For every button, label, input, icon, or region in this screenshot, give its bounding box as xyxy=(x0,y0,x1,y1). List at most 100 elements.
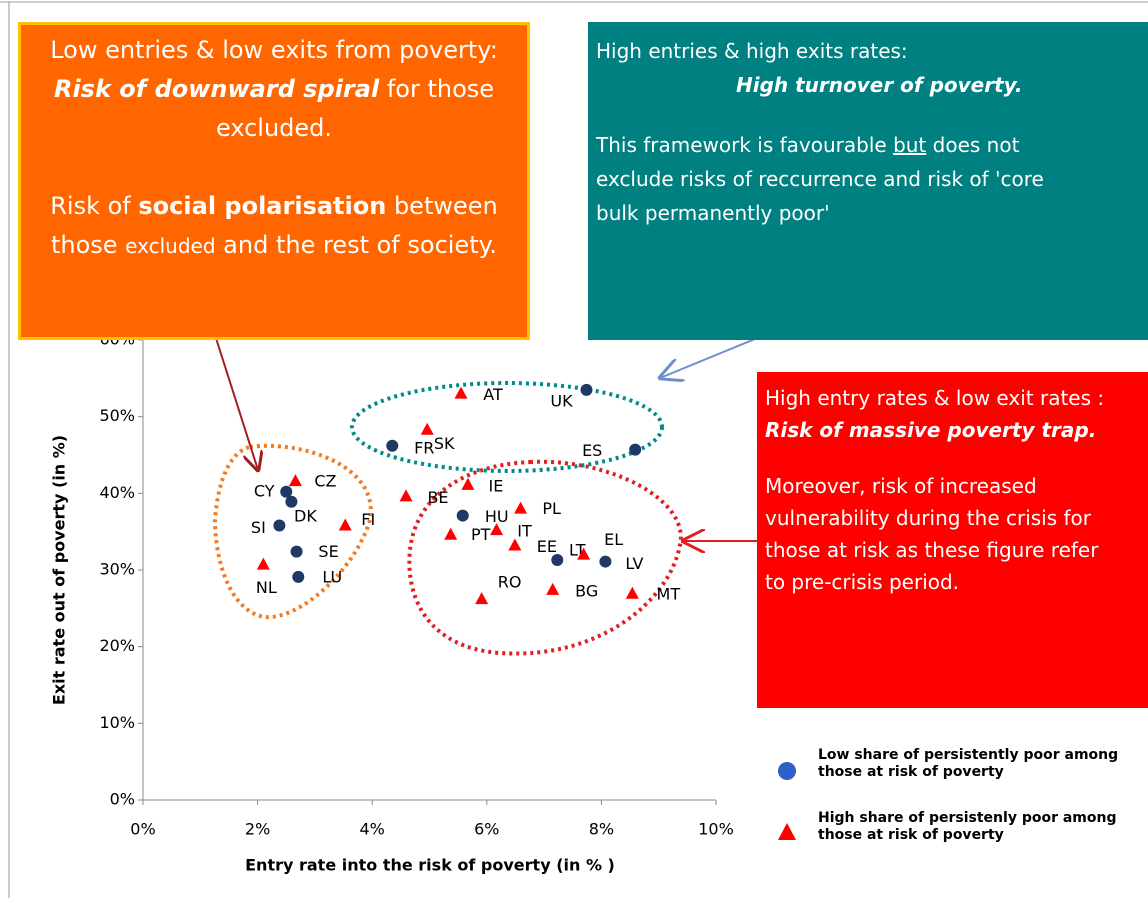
point xyxy=(386,439,399,452)
legend-label: Low share of persistently poor among tho… xyxy=(818,747,1119,780)
point xyxy=(546,582,560,595)
point-label: RO xyxy=(498,573,522,592)
point-label: MT xyxy=(657,584,681,603)
point xyxy=(273,519,286,532)
cluster-outline xyxy=(350,381,664,473)
cluster-outline xyxy=(407,459,683,656)
x-tick-label: 0% xyxy=(130,820,155,839)
annotation-line: bulk permanently poor' xyxy=(596,196,1148,230)
point-label: SI xyxy=(251,518,266,537)
cluster-outline xyxy=(212,443,373,620)
annotation-line: to pre-crisis period. xyxy=(765,566,1148,598)
annotation-text: excluded. xyxy=(215,114,333,142)
arrow xyxy=(214,334,258,470)
y-tick-label: 20% xyxy=(99,636,135,655)
x-tick-label: 10% xyxy=(698,820,734,839)
annotation-text: High entries & high exits rates: xyxy=(596,39,908,63)
annotation-line: High entries & high exits rates: xyxy=(596,34,1148,68)
annotation-line: High turnover of poverty. xyxy=(596,68,1148,102)
point xyxy=(599,555,612,568)
point xyxy=(454,386,468,399)
y-tick-label: 10% xyxy=(99,713,135,732)
annotation-box: High entry rates & low exit rates : Risk… xyxy=(757,372,1148,708)
point xyxy=(508,538,522,551)
point xyxy=(577,547,591,560)
point-label: SE xyxy=(318,542,338,561)
point xyxy=(280,485,293,498)
point-label: EL xyxy=(604,530,623,549)
point xyxy=(420,422,434,435)
point xyxy=(461,477,475,490)
annotation-line: High entry rates & low exit rates : xyxy=(765,382,1148,414)
annotation-text: High turnover of poverty. xyxy=(736,73,1023,97)
point-label: NL xyxy=(256,578,277,597)
annotation-line: those at risk as these figure refer xyxy=(765,534,1148,566)
annotation-text: bulk permanently poor' xyxy=(596,201,830,225)
annotation-text: Risk of massive poverty trap. xyxy=(765,418,1097,442)
point-label: HU xyxy=(485,507,509,526)
point xyxy=(475,592,489,605)
annotation-line: Risk of social polarisation between xyxy=(21,187,527,226)
legend-marker xyxy=(778,762,796,780)
annotation-text: for those xyxy=(379,75,495,103)
point-label: PT xyxy=(471,525,491,544)
annotation-text: Risk of downward spiral xyxy=(53,75,380,103)
annotation-box: Low entries & low exits from poverty: Ri… xyxy=(18,22,530,340)
point-label: FR xyxy=(414,438,434,457)
point xyxy=(580,383,593,396)
x-tick-label: 2% xyxy=(245,820,270,839)
point xyxy=(399,489,413,502)
annotation-text: but xyxy=(893,133,927,157)
point xyxy=(292,570,305,583)
x-tick-label: 4% xyxy=(360,820,385,839)
y-tick-label: 40% xyxy=(99,483,135,502)
annotation-text: those at risk as these figure refer xyxy=(765,538,1099,562)
point-label: AT xyxy=(483,385,503,404)
point-label: PL xyxy=(542,499,561,518)
annotation-text: and the rest of society. xyxy=(215,231,498,259)
y-tick-label: 0% xyxy=(110,790,135,809)
point xyxy=(288,474,302,487)
x-tick-label: 6% xyxy=(474,820,499,839)
point xyxy=(551,554,564,567)
annotation-line: exclude risks of reccurrence and risk of… xyxy=(596,162,1148,196)
annotation-text: does not xyxy=(926,133,1020,157)
point xyxy=(629,443,642,456)
annotation-text: those xyxy=(50,231,126,259)
point-label: CY xyxy=(254,481,275,500)
annotation-line: excluded. xyxy=(21,109,527,148)
annotation-text: This framework is favourable xyxy=(596,133,894,157)
annotation-line: Low entries & low exits from poverty: xyxy=(21,31,527,70)
annotation-text: Low entries & low exits from poverty: xyxy=(50,36,498,64)
point-label: IE xyxy=(488,476,503,495)
point-label: UK xyxy=(550,391,573,410)
x-tick-label: 8% xyxy=(589,820,614,839)
point xyxy=(625,586,639,599)
x-axis-title: Entry rate into the risk of poverty (in … xyxy=(245,856,615,875)
point-label: ES xyxy=(582,441,602,460)
point-label: CZ xyxy=(314,472,336,491)
annotation-text: High entry rates & low exit rates : xyxy=(765,386,1105,410)
point-label: BG xyxy=(575,581,598,600)
point xyxy=(456,509,469,522)
legend-marker xyxy=(778,823,796,840)
y-axis-title: Exit rate out of poverty (in %) xyxy=(50,435,69,705)
annotation-text: excluded xyxy=(125,234,216,258)
point xyxy=(490,523,504,536)
annotation-text: between xyxy=(386,192,498,220)
point xyxy=(514,501,528,514)
annotation-text: vulnerability during the crisis for xyxy=(765,506,1092,530)
annotation-line: Moreover, risk of increased xyxy=(765,470,1148,502)
annotation-text: exclude risks of reccurrence and risk of… xyxy=(596,167,1044,191)
point-label: DK xyxy=(294,506,317,525)
point xyxy=(338,518,352,531)
point-label: SK xyxy=(434,434,455,453)
point xyxy=(285,495,298,508)
annotation-text: Risk of xyxy=(50,192,139,220)
annotation-line: This framework is favourable but does no… xyxy=(596,128,1148,162)
y-tick-label: 50% xyxy=(99,406,135,425)
point xyxy=(290,545,303,558)
annotation-line: Risk of massive poverty trap. xyxy=(765,414,1148,446)
